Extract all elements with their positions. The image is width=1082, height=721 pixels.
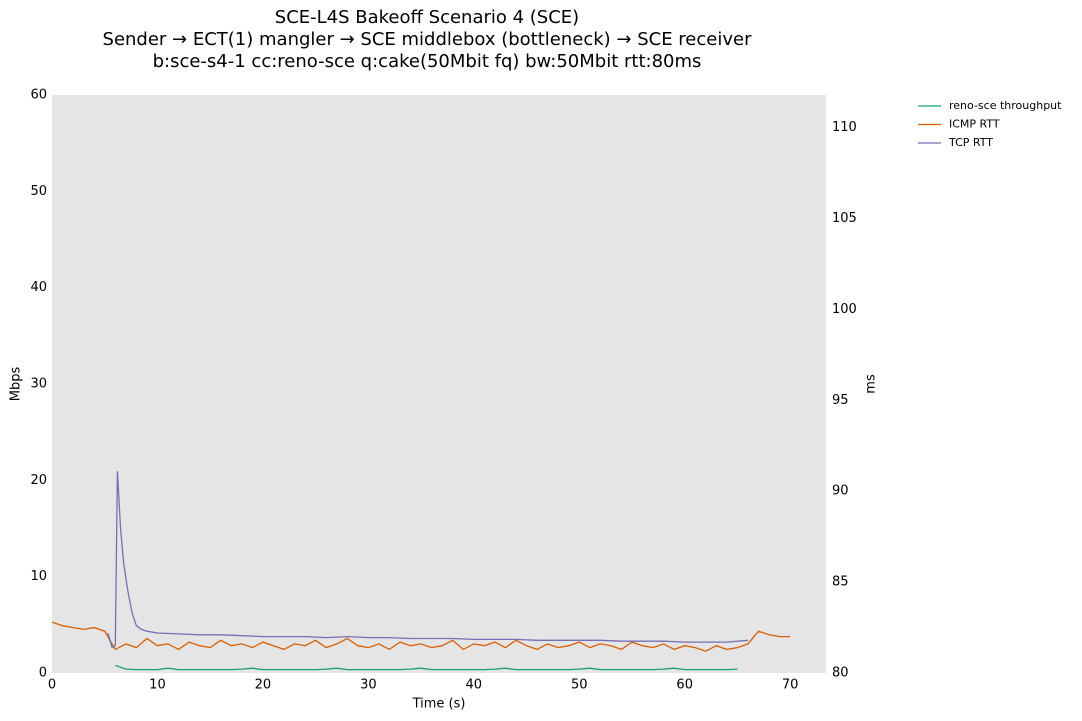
y-tick-label: 40 xyxy=(30,280,47,295)
x-tick-label: 10 xyxy=(149,678,166,693)
y2-tick-label: 80 xyxy=(832,666,849,681)
chart-title: SCE-L4S Bakeoff Scenario 4 (SCE) xyxy=(275,7,579,28)
y-tick-label: 60 xyxy=(30,88,47,103)
x-tick-label: 70 xyxy=(782,678,799,693)
y2-axis-label: ms xyxy=(864,374,879,394)
y-tick-label: 20 xyxy=(30,473,47,488)
data-line xyxy=(115,664,738,671)
y2-tick-label: 105 xyxy=(832,211,857,226)
y2-tick-label: 95 xyxy=(832,393,849,408)
legend-label: TCP RTT xyxy=(948,136,993,149)
x-tick-label: 30 xyxy=(360,678,377,693)
y-tick-label: 0 xyxy=(39,666,47,681)
chart-subtitle: b:sce-s4-1 cc:reno-sce q:cake(50Mbit fq)… xyxy=(153,51,702,72)
chart-subtitle: Sender → ECT(1) mangler → SCE middlebox … xyxy=(103,29,753,50)
y-tick-label: 10 xyxy=(30,569,47,584)
x-tick-label: 0 xyxy=(48,678,56,693)
y2-tick-label: 90 xyxy=(832,484,849,499)
x-tick-label: 60 xyxy=(676,678,693,693)
x-tick-label: 40 xyxy=(466,678,483,693)
plot-area xyxy=(52,95,826,673)
x-axis-label: Time (s) xyxy=(412,697,466,712)
y-axis-label: Mbps xyxy=(9,367,24,402)
y-tick-label: 30 xyxy=(30,377,47,392)
x-tick-label: 20 xyxy=(255,678,272,693)
y2-tick-label: 100 xyxy=(832,302,857,317)
x-tick-label: 50 xyxy=(571,678,588,693)
data-line xyxy=(107,471,749,649)
legend-label: ICMP RTT xyxy=(949,118,1000,131)
y-tick-label: 50 xyxy=(30,184,47,199)
y2-tick-label: 85 xyxy=(832,575,849,590)
y2-tick-label: 110 xyxy=(832,120,857,135)
data-line xyxy=(51,621,791,652)
legend-label: reno-sce throughput xyxy=(949,99,1062,112)
